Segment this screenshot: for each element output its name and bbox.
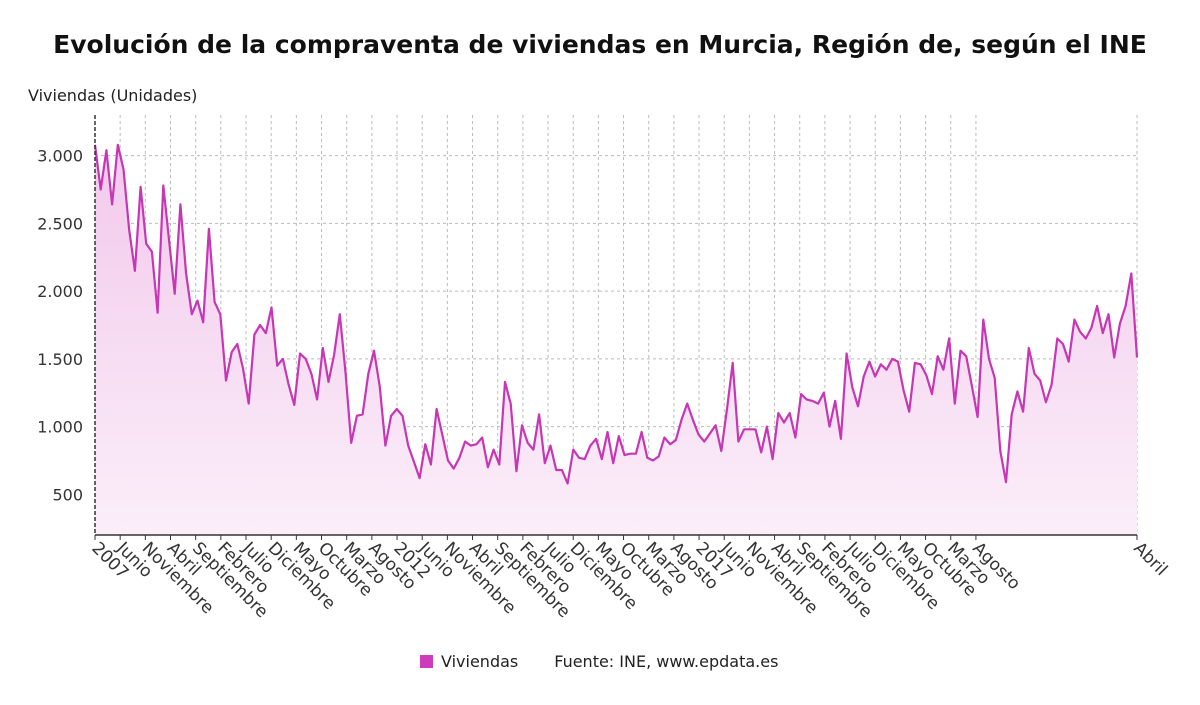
y-tick-label: 2.500 <box>37 214 83 233</box>
y-tick-labels: 500 1.000 1.500 2.000 2.500 3.000 <box>37 147 83 505</box>
axes <box>94 115 1137 536</box>
legend: Viviendas Fuente: INE, www.epdata.es <box>420 652 778 671</box>
y-tick-label: 1.000 <box>37 418 83 437</box>
y-tick-label: 500 <box>52 485 83 504</box>
y-tick-label: 1.500 <box>37 350 83 369</box>
area-fill <box>95 144 1137 536</box>
legend-swatch <box>420 655 433 668</box>
series-line-group <box>93 143 1139 485</box>
y-axis-label: Viviendas (Unidades) <box>28 86 198 105</box>
area-fill-path <box>95 144 1137 536</box>
chart-title: Evolución de la compraventa de viviendas… <box>53 30 1147 59</box>
x-tick-labels: 2007JunioNoviembreAbrilSeptiembreFebrero… <box>87 535 1171 622</box>
x-tick-label: Abril <box>1129 538 1171 580</box>
source-note: Fuente: INE, www.epdata.es <box>554 652 779 671</box>
series-line-viviendas <box>93 143 1139 485</box>
y-tick-label: 3.000 <box>37 147 83 166</box>
legend-series-label: Viviendas <box>441 652 519 671</box>
y-tick-label: 2.000 <box>37 282 83 301</box>
